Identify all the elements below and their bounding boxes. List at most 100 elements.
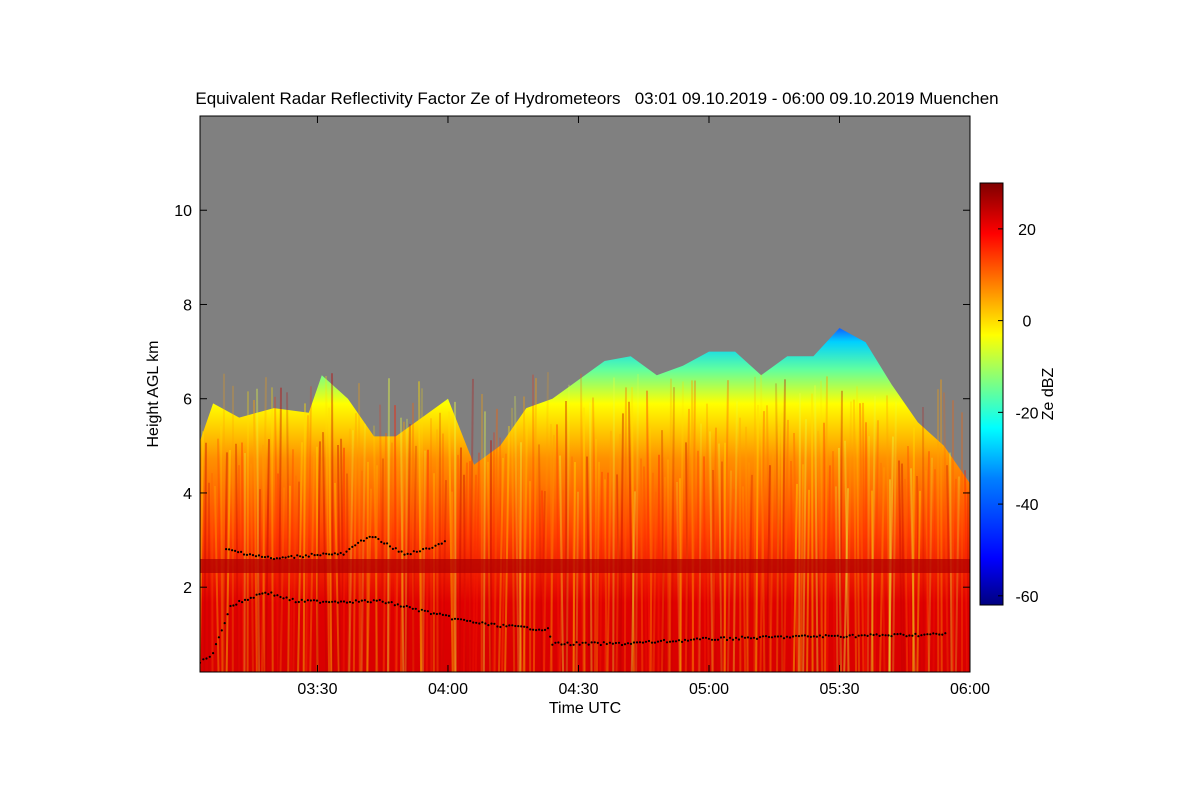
precip-streak (492, 432, 495, 672)
precip-streak (904, 478, 909, 672)
precip-streak (892, 401, 897, 672)
cloud-base-point (396, 603, 399, 606)
precip-streak (862, 402, 866, 672)
cloud-base-point (543, 628, 547, 632)
precip-streak (817, 430, 823, 672)
precip-streak (556, 424, 560, 672)
cloud-base-point (375, 599, 378, 602)
precip-streak (806, 489, 810, 672)
precip-streak (742, 486, 747, 672)
precip-streak (843, 488, 849, 672)
precip-streak (305, 415, 309, 672)
precip-streak (685, 442, 690, 672)
precip-streak (559, 490, 564, 672)
x-tick-label: 03:30 (297, 681, 337, 698)
precip-streak (394, 405, 397, 672)
precip-streak (679, 381, 684, 672)
upper-cloud-base-point (365, 537, 368, 540)
upper-cloud-base-point (284, 556, 287, 559)
cloud-base-point (348, 600, 352, 604)
precip-streak (532, 378, 537, 672)
upper-cloud-base-point (266, 555, 270, 558)
upper-cloud-base-point (316, 553, 319, 557)
cloud-base-point (716, 638, 720, 641)
cloud-base-point (345, 601, 349, 604)
cloud-base-point (337, 601, 340, 604)
cloud-base-point (650, 641, 654, 644)
cloud-base-point (469, 619, 472, 623)
x-tick-label: 04:00 (428, 681, 468, 698)
cloud-base-point (493, 622, 496, 625)
precip-streak (646, 390, 651, 672)
precip-streak (691, 380, 696, 672)
cloud-base-point (659, 639, 663, 643)
upper-cloud-base-point (415, 550, 418, 553)
precip-streak (846, 401, 852, 672)
precip-streak (463, 474, 467, 672)
cloud-base-point (851, 633, 854, 636)
precip-streak (315, 441, 321, 672)
precip-streak (802, 419, 807, 672)
upper-cloud-base-point (383, 542, 386, 545)
precip-streak (287, 485, 291, 672)
cloud-base-point (529, 628, 532, 631)
cloud-base-point (241, 601, 244, 604)
precip-streak (775, 426, 780, 672)
precip-streak (635, 373, 639, 672)
precip-streak (670, 387, 675, 672)
cloud-base-point (441, 613, 444, 617)
precip-streak (220, 425, 224, 672)
cloud-base-point (734, 636, 738, 640)
cloud-base-point (629, 642, 633, 646)
cloud-base-point (752, 636, 756, 639)
cloud-base-point (899, 632, 902, 636)
cloud-base-point (252, 596, 255, 599)
cloud-base-point (541, 629, 544, 632)
cloud-base-point (665, 641, 669, 644)
upper-cloud-base-point (260, 555, 264, 559)
upper-cloud-base-point (299, 555, 302, 558)
precip-streak (405, 423, 411, 672)
plot-area (200, 116, 970, 672)
upper-cloud-base-point (406, 552, 409, 556)
precip-streak (360, 423, 366, 672)
precip-streak (615, 434, 621, 672)
precip-streak (451, 491, 456, 672)
cloud-base-point (408, 606, 411, 609)
cloud-base-point (481, 621, 484, 624)
cloud-base-point (285, 596, 288, 599)
cloud-base-point (267, 593, 270, 596)
upper-cloud-base-point (357, 541, 360, 545)
cloud-base-point (587, 643, 590, 646)
cloud-base-point (243, 598, 247, 602)
cloud-base-point (325, 600, 328, 603)
cloud-base-point (599, 643, 602, 647)
cloud-base-point (312, 599, 316, 602)
cloud-base-point (887, 634, 890, 637)
cloud-base-point (872, 633, 875, 637)
cloud-base-point (860, 634, 863, 637)
precip-streak (387, 442, 393, 672)
cloud-base-point (435, 612, 438, 616)
cloud-base-point (546, 627, 550, 630)
cloud-base-point (569, 644, 572, 647)
cloud-base-point (490, 622, 493, 625)
cloud-base-point (737, 638, 741, 641)
precip-streak (594, 439, 597, 672)
precip-streak (261, 377, 267, 672)
cloud-base-point (526, 626, 529, 629)
cloud-base-point (611, 642, 615, 645)
cloud-base-point (881, 633, 884, 637)
cloud-base-point (381, 600, 384, 603)
upper-cloud-base-point (237, 551, 240, 554)
cloud-base-point (863, 634, 866, 637)
cloud-base-point (632, 641, 636, 644)
cloud-base-point (878, 634, 881, 638)
precip-streak (592, 397, 598, 672)
cloud-base-point (671, 640, 675, 643)
cloud-base-point (369, 601, 372, 604)
precip-streak (292, 475, 297, 672)
upper-cloud-base-point (388, 545, 392, 548)
cloud-base-point (342, 600, 346, 603)
precip-streak (436, 429, 439, 672)
